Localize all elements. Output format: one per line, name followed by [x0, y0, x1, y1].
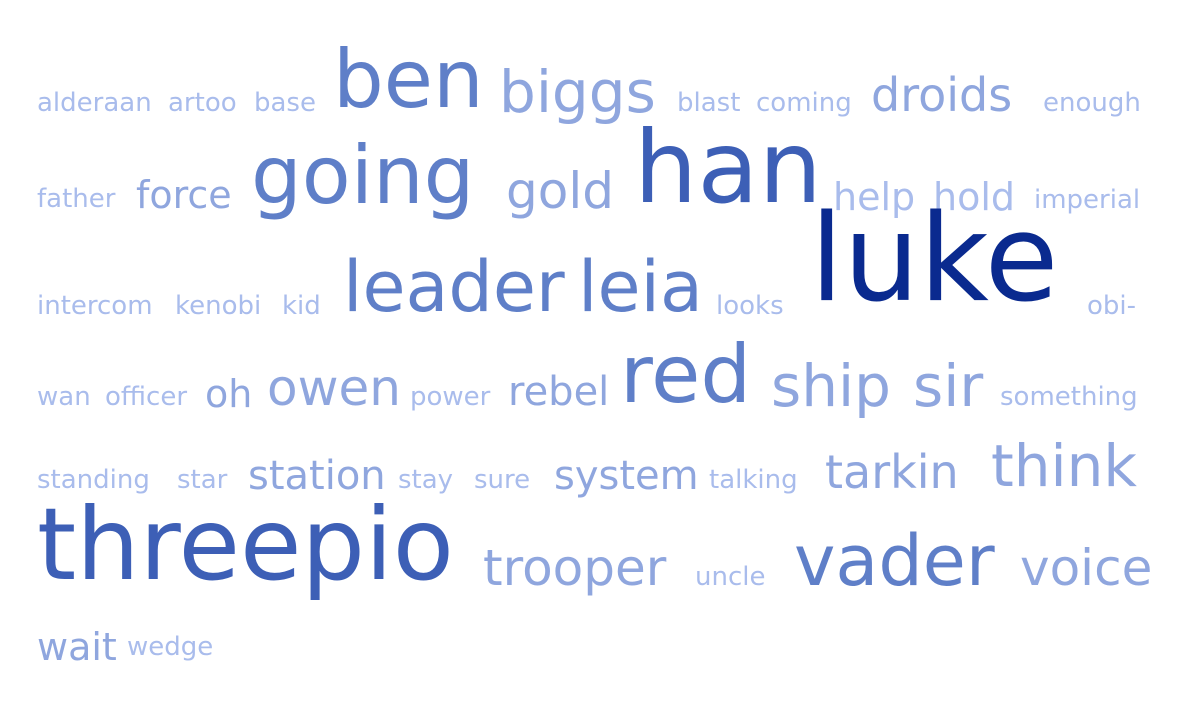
word-sir: sir [913, 352, 984, 420]
word-force: force [136, 173, 232, 217]
word-looks: looks [716, 291, 784, 321]
word-wait: wait [37, 625, 117, 669]
word-vader: vader [794, 520, 995, 602]
word-leader: leader [343, 246, 565, 328]
word-uncle: uncle [695, 562, 766, 592]
word-artoo: artoo [168, 88, 237, 118]
word-something: something [1000, 382, 1138, 412]
word-trooper: trooper [483, 539, 667, 597]
word-stay: stay [398, 465, 454, 495]
word-enough: enough [1043, 88, 1141, 118]
word-help: help [833, 175, 916, 219]
word-oh: oh [205, 372, 253, 416]
word-imperial: imperial [1034, 185, 1141, 215]
word-standing: standing [37, 465, 150, 495]
word-power: power [410, 382, 491, 412]
word-star: star [177, 465, 228, 495]
word-red: red [620, 328, 752, 421]
word-ben: ben [333, 33, 484, 126]
word-think: think [991, 432, 1137, 500]
word-ship: ship [771, 352, 891, 420]
word-system: system [554, 453, 699, 499]
word-officer: officer [105, 382, 188, 412]
word-tarkin: tarkin [825, 445, 959, 499]
word-sure: sure [474, 465, 531, 495]
word-coming: coming [756, 88, 852, 118]
word-owen: owen [267, 359, 401, 417]
word-gold: gold [506, 162, 614, 220]
word-talking: talking [709, 465, 798, 495]
word-luke: luke [810, 190, 1059, 329]
word-father: father [37, 184, 116, 214]
word-intercom: intercom [37, 291, 153, 321]
word-threepio: threepio [37, 486, 454, 603]
word-wedge: wedge [127, 632, 214, 662]
word-hold: hold [933, 175, 1016, 219]
word-obi: obi- [1087, 291, 1137, 321]
word-wan: wan [37, 382, 91, 412]
word-kid: kid [282, 291, 321, 321]
word-droids: droids [871, 68, 1013, 122]
word-going: going [251, 129, 475, 222]
word-rebel: rebel [508, 369, 610, 415]
word-kenobi: kenobi [175, 291, 262, 321]
word-station: station [248, 453, 386, 499]
word-blast: blast [677, 88, 741, 118]
word-voice: voice [1020, 539, 1153, 597]
word-biggs: biggs [499, 58, 656, 126]
word-alderaan: alderaan [37, 88, 152, 118]
word-leia: leia [578, 246, 703, 328]
word-han: han [634, 109, 823, 226]
word-base: base [254, 88, 316, 118]
